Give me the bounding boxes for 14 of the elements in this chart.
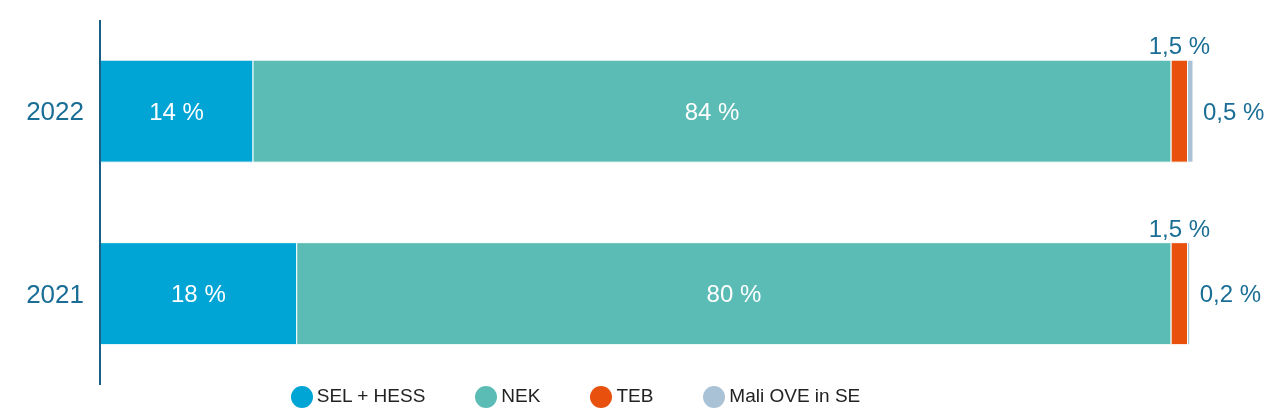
data-label: 18 % xyxy=(171,280,226,308)
legend-label: SEL + HESS xyxy=(316,385,426,407)
legend-label: Mali OVE in SE xyxy=(729,385,861,407)
legend-label: NEK xyxy=(501,385,541,407)
data-label: 0,2 % xyxy=(1199,280,1262,308)
data-label: 84 % xyxy=(684,97,740,125)
y-tick-label: 2021 xyxy=(26,278,84,309)
legend-label: TEB xyxy=(616,385,654,407)
data-label: 1,5 % xyxy=(1148,32,1211,60)
data-label: 80 % xyxy=(706,280,762,308)
data-label: 1,5 % xyxy=(1148,214,1211,242)
data-label: 0,5 % xyxy=(1203,97,1265,125)
y-tick-label: 2022 xyxy=(26,96,84,127)
data-label: 14 % xyxy=(149,97,204,125)
